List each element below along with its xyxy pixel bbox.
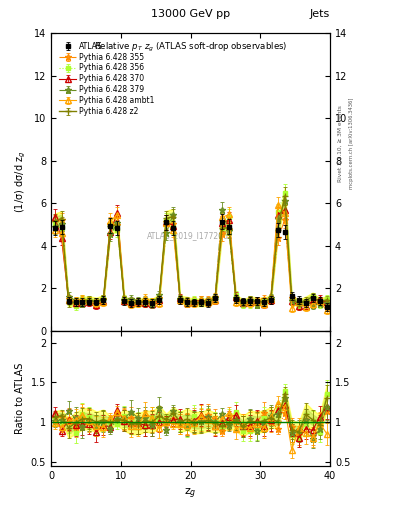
X-axis label: z$_g$: z$_g$: [184, 486, 197, 501]
Text: Rivet 3.1.10, ≥ 3M events: Rivet 3.1.10, ≥ 3M events: [338, 105, 342, 182]
Y-axis label: (1/σ) dσ/d z$_g$: (1/σ) dσ/d z$_g$: [14, 151, 28, 214]
Text: Relative $p_T$ $z_g$ (ATLAS soft-drop observables): Relative $p_T$ $z_g$ (ATLAS soft-drop ob…: [94, 41, 287, 54]
Text: Jets: Jets: [310, 9, 330, 19]
Text: mcplots.cern.ch [arXiv:1306.3436]: mcplots.cern.ch [arXiv:1306.3436]: [349, 98, 354, 189]
Legend: ATLAS, Pythia 6.428 355, Pythia 6.428 356, Pythia 6.428 370, Pythia 6.428 379, P: ATLAS, Pythia 6.428 355, Pythia 6.428 35…: [58, 40, 156, 118]
Text: ATLAS_2019_I1772062: ATLAS_2019_I1772062: [147, 231, 234, 240]
Text: 13000 GeV pp: 13000 GeV pp: [151, 9, 230, 19]
Y-axis label: Ratio to ATLAS: Ratio to ATLAS: [15, 362, 25, 434]
